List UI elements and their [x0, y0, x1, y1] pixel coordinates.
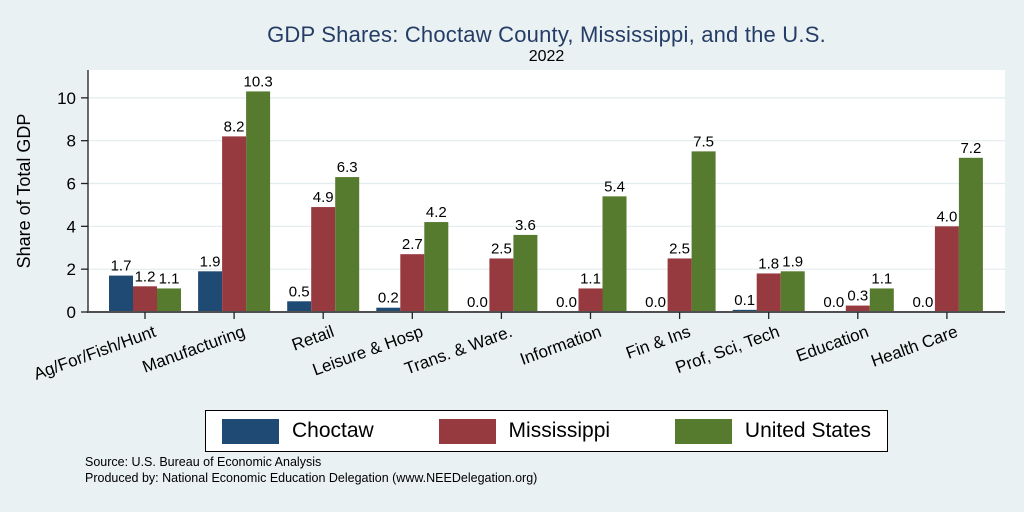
chart-title: GDP Shares: Choctaw County, Mississippi,…	[267, 22, 826, 47]
bar-value-label: 0.0	[912, 294, 933, 311]
bar-value-label: 0.0	[823, 294, 844, 311]
legend-swatch-choctaw	[222, 418, 279, 444]
bar-value-label: 0.0	[556, 294, 577, 311]
bar-mississippi	[934, 226, 959, 312]
bar-value-label: 6.3	[337, 159, 358, 176]
bar-value-label: 0.5	[289, 283, 310, 300]
legend-item-choctaw: Choctaw	[222, 418, 374, 444]
bar-united-states	[424, 222, 449, 312]
bar-value-label: 0.1	[734, 292, 755, 309]
bar-choctaw	[732, 309, 757, 312]
x-category-label: Information	[517, 322, 603, 369]
bar-value-label: 0.2	[378, 290, 399, 307]
legend-item-mississippi: Mississippi	[438, 418, 611, 444]
bar-united-states	[869, 288, 894, 312]
legend-label-united-states: United States	[744, 419, 871, 442]
bar-choctaw	[109, 275, 133, 312]
bar-mississippi	[133, 286, 157, 312]
bar-value-label: 2.5	[669, 240, 690, 257]
bar-united-states	[602, 196, 627, 312]
bar-value-label: 1.1	[580, 270, 601, 287]
bar-value-label: 1.9	[782, 253, 803, 270]
bar-value-label: 2.7	[402, 236, 423, 253]
bar-value-label: 1.1	[159, 270, 180, 287]
bar-mississippi	[756, 273, 781, 312]
source-line: Source: U.S. Bureau of Economic Analysis	[85, 455, 322, 469]
bar-united-states	[335, 177, 360, 312]
bar-value-label: 1.7	[111, 258, 132, 275]
bar-united-states	[691, 151, 716, 312]
x-category-label: Ag/For/Fish/Hunt	[31, 322, 158, 384]
bar-value-label: 1.1	[871, 270, 892, 287]
legend-item-united-states: United States	[674, 418, 871, 444]
bar-value-label: 10.3	[243, 73, 272, 90]
bar-united-states	[157, 288, 181, 312]
y-tick-label: 4	[67, 217, 76, 236]
produced-by-line: Produced by: National Economic Education…	[85, 470, 538, 485]
x-category-label: Education	[794, 322, 872, 366]
y-tick-label: 2	[67, 260, 76, 279]
bar-united-states	[780, 271, 805, 312]
bar-value-label: 0.0	[467, 294, 488, 311]
x-category-label: Retail	[289, 322, 336, 355]
bar-value-label: 1.9	[200, 253, 221, 270]
bar-united-states	[246, 91, 271, 313]
bar-choctaw	[376, 307, 401, 312]
bar-mississippi	[311, 207, 336, 312]
bar-mississippi	[400, 254, 425, 312]
bar-value-label: 8.2	[224, 118, 245, 135]
bar-value-label: 3.6	[515, 217, 536, 234]
bar-choctaw	[287, 301, 312, 312]
bar-value-label: 5.4	[604, 178, 625, 195]
bar-value-label: 0.3	[847, 288, 868, 305]
y-tick-label: 10	[57, 89, 76, 108]
bar-mississippi	[845, 305, 870, 312]
source-note: Source: U.S. Bureau of Economic Analysis…	[85, 455, 537, 486]
bar-choctaw	[198, 271, 223, 312]
x-category-label: Health Care	[869, 322, 961, 371]
bar-value-label: 1.8	[758, 255, 779, 272]
bar-value-label: 4.2	[426, 204, 447, 221]
bar-united-states	[513, 234, 538, 312]
bar-mississippi	[667, 258, 692, 312]
y-axis-title: Share of Total GDP	[14, 114, 34, 269]
legend-label-choctaw: Choctaw	[292, 419, 374, 442]
legend-label-mississippi: Mississippi	[508, 419, 611, 442]
legend: Choctaw Mississippi United States	[205, 410, 888, 452]
legend-swatch-united-states	[674, 418, 732, 444]
bar-mississippi	[578, 288, 603, 312]
bar-united-states	[958, 157, 983, 312]
bar-mississippi	[222, 136, 247, 312]
bar-value-label: 0.0	[645, 294, 666, 311]
bar-value-label: 2.5	[491, 240, 512, 257]
y-tick-label: 6	[67, 175, 76, 194]
chart-subtitle: 2022	[528, 48, 565, 65]
bar-value-label: 7.5	[693, 133, 714, 150]
bar-value-label: 4.0	[936, 208, 957, 225]
bar-value-label: 7.2	[960, 140, 981, 157]
x-category-label: Manufacturing	[140, 322, 248, 377]
y-tick-label: 0	[67, 303, 76, 322]
legend-swatch-mississippi	[438, 418, 496, 444]
bar-value-label: 1.2	[135, 268, 156, 285]
bar-value-label: 4.9	[313, 189, 334, 206]
y-tick-label: 8	[67, 132, 76, 151]
chart-plot: 1.7 1.9 0.5 0.2 0.0 0.0 0.0 0.1 0.0 0.0 1.2 8.2 4.9 2…	[14, 70, 1005, 384]
bar-mississippi	[489, 258, 514, 312]
